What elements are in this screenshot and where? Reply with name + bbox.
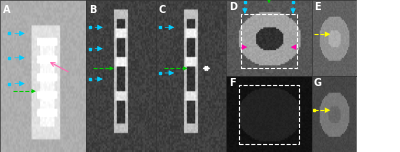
Text: C: C [159, 5, 166, 15]
Text: A: A [4, 5, 11, 15]
Text: F: F [230, 78, 236, 88]
Text: G: G [314, 78, 322, 88]
Text: B: B [89, 5, 96, 15]
Text: E: E [314, 2, 320, 12]
Text: D: D [230, 2, 238, 12]
